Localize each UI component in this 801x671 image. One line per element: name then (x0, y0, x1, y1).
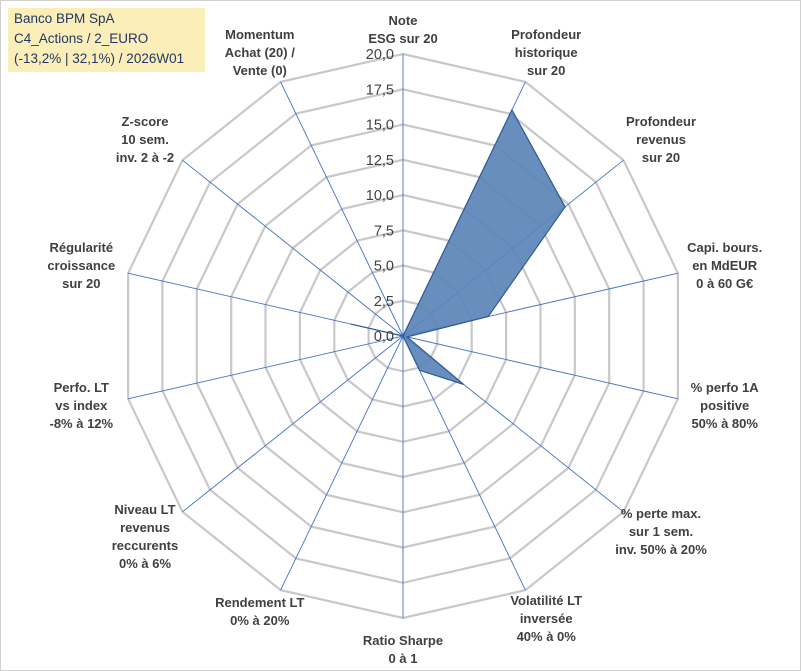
tick-label-0: 0,0 (374, 329, 394, 345)
series-area-0 (350, 108, 566, 385)
category-label-5-line-0: % perte max. (621, 506, 701, 521)
axis-spoke-6 (402, 335, 526, 591)
tick-label-6: 15,0 (366, 118, 394, 134)
category-label-12-line-1: 10 sem. (121, 132, 169, 147)
category-label-1-line-2: sur 20 (527, 63, 565, 78)
category-label-10-line-1: vs index (55, 398, 108, 413)
axis-spoke-8 (280, 335, 404, 591)
category-label-2-line-2: sur 20 (642, 150, 680, 165)
category-label-10-line-0: Perfo. LT (54, 380, 109, 395)
category-label-8-line-1: 0% à 20% (230, 613, 290, 628)
data-area (350, 108, 566, 385)
category-label-5-line-1: sur 1 sem. (629, 524, 693, 539)
category-label-1: Profondeur historique sur 20 (511, 27, 581, 78)
category-label-2-line-0: Profondeur (626, 114, 696, 129)
axis-spoke-9 (182, 335, 404, 513)
axis-spoke-13 (280, 81, 404, 337)
category-label-0-line-0: Note (389, 13, 418, 28)
category-label-9: Niveau LT revenus reccurents 0% à 6% (112, 502, 178, 571)
category-label-2: Profondeur revenus sur 20 (626, 114, 696, 165)
category-label-12: Z-score 10 sem. inv. 2 à -2 (116, 114, 174, 165)
tick-label-5: 12,5 (366, 153, 394, 169)
category-label-7: Ratio Sharpe 0 à 1 (363, 633, 443, 666)
category-label-7-line-1: 0 à 1 (389, 651, 418, 666)
category-label-5: % perte max. sur 1 sem. inv. 50% à 20% (615, 506, 707, 557)
category-label-1-line-1: historique (515, 45, 578, 60)
category-label-4: % perfo 1A positive 50% à 80% (691, 380, 760, 431)
category-label-9-line-3: 0% à 6% (119, 556, 171, 571)
category-label-0-line-1: ESG sur 20 (368, 31, 437, 46)
category-label-0: Note ESG sur 20 (368, 13, 437, 46)
category-label-3-line-2: 0 à 60 G€ (696, 276, 753, 291)
category-label-6-line-0: Volatilité LT (510, 593, 582, 608)
category-label-4-line-1: positive (700, 398, 749, 413)
category-label-6: Volatilité LT inversée 40% à 0% (510, 593, 582, 644)
tick-label-4: 10,0 (366, 188, 394, 204)
chart-title-category: C4_Actions / 2_EURO (14, 31, 149, 46)
category-label-5-line-2: inv. 50% à 20% (615, 542, 707, 557)
category-label-1-line-0: Profondeur (511, 27, 581, 42)
category-label-4-line-2: 50% à 80% (691, 416, 758, 431)
tick-label-1: 2,5 (374, 294, 394, 310)
category-label-6-line-2: 40% à 0% (517, 629, 577, 644)
chart-title-company: Banco BPM SpA (14, 11, 115, 26)
category-label-10-line-2: -8% à 12% (50, 416, 114, 431)
axis-spoke-12 (182, 159, 404, 337)
tick-label-7: 17,5 (366, 82, 394, 98)
tick-label-3: 7,5 (374, 223, 394, 239)
category-label-13: Momentum Achat (20) / Vente (0) (225, 27, 295, 78)
category-label-9-line-1: revenus (120, 520, 170, 535)
category-label-11-line-2: sur 20 (62, 276, 100, 291)
category-label-8: Rendement LT 0% à 20% (215, 595, 304, 628)
category-label-3: Capi. bours. en MdEUR 0 à 60 G€ (687, 240, 762, 291)
category-label-3-line-1: en MdEUR (692, 258, 758, 273)
axis-spoke-4 (402, 335, 679, 400)
category-label-7-line-0: Ratio Sharpe (363, 633, 443, 648)
radial-tick-labels: 0,0 2,5 5,0 7,5 10,0 12,5 15,0 17,5 20,0 (366, 47, 394, 345)
category-label-9-line-0: Niveau LT (114, 502, 175, 517)
tick-label-8: 20,0 (366, 47, 394, 63)
category-label-3-line-0: Capi. bours. (687, 240, 762, 255)
category-label-9-line-2: reccurents (112, 538, 178, 553)
category-label-8-line-0: Rendement LT (215, 595, 304, 610)
category-label-11-line-1: croissance (47, 258, 115, 273)
category-label-13-line-0: Momentum (225, 27, 294, 42)
category-label-2-line-1: revenus (636, 132, 686, 147)
category-label-11: Régularité croissance sur 20 (47, 240, 115, 291)
chart-title-range: (-13,2% | 32,1%) / 2026W01 (14, 51, 185, 66)
chart-title-box: Banco BPM SpA C4_Actions / 2_EURO (-13,2… (8, 8, 205, 72)
category-label-4-line-0: % perfo 1A (691, 380, 760, 395)
category-label-12-line-2: inv. 2 à -2 (116, 150, 174, 165)
tick-label-2: 5,0 (374, 259, 394, 275)
category-label-13-line-2: Vente (0) (233, 63, 287, 78)
category-labels: Note ESG sur 20 Profondeur historique sur 20… (47, 13, 762, 666)
category-label-11-line-0: Régularité (50, 240, 114, 255)
category-label-13-line-1: Achat (20) / (225, 45, 295, 60)
category-label-10: Perfo. LT vs index -8% à 12% (50, 380, 114, 431)
axis-spoke-10 (127, 335, 404, 400)
category-label-6-line-1: inversée (520, 611, 573, 626)
category-label-12-line-0: Z-score (122, 114, 169, 129)
